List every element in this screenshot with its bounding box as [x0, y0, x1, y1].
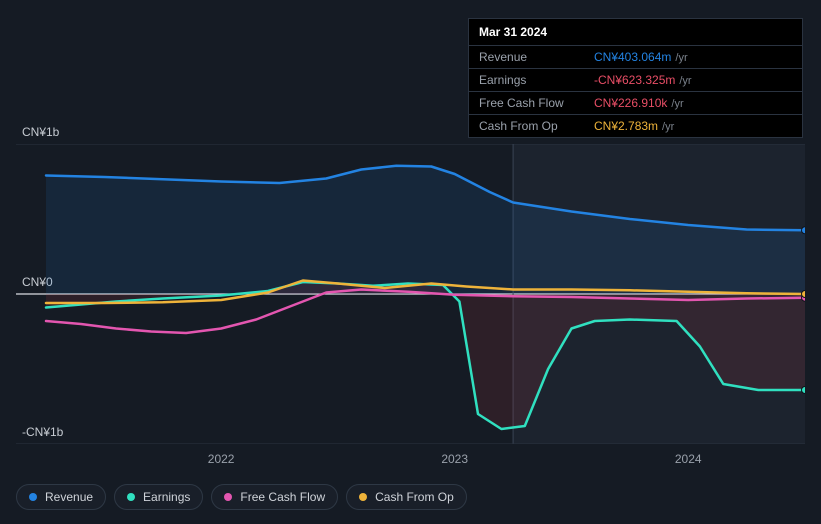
- tooltip-row-label: Cash From Op: [479, 119, 594, 133]
- x-tick-label: 2022: [208, 452, 235, 466]
- tooltip-row-value: CN¥2.783m: [594, 119, 658, 133]
- legend-item-label: Cash From Op: [375, 490, 454, 504]
- legend-item-cfop[interactable]: Cash From Op: [346, 484, 467, 510]
- tooltip-title: Mar 31 2024: [469, 19, 802, 45]
- tooltip-row-value: -CN¥623.325m: [594, 73, 675, 87]
- legend: Revenue Earnings Free Cash Flow Cash From O…: [16, 484, 467, 510]
- tooltip-row-value: CN¥226.910k: [594, 96, 667, 110]
- tooltip-row-label: Earnings: [479, 73, 594, 87]
- tooltip-row-label: Revenue: [479, 50, 594, 64]
- tooltip-row: RevenueCN¥403.064m/yr: [469, 45, 802, 68]
- tooltip-row-suffix: /yr: [671, 98, 683, 110]
- tooltip: Mar 31 2024 RevenueCN¥403.064m/yrEarning…: [468, 18, 803, 138]
- x-tick-label: 2023: [441, 452, 468, 466]
- legend-dot-icon: [127, 493, 135, 501]
- tooltip-row-suffix: /yr: [679, 75, 691, 87]
- legend-item-label: Earnings: [143, 490, 190, 504]
- x-tick-label: 2024: [675, 452, 702, 466]
- legend-item-revenue[interactable]: Revenue: [16, 484, 106, 510]
- x-axis: 2022 2023 2024: [16, 452, 805, 472]
- chart-svg: [16, 144, 805, 444]
- tooltip-row: Cash From OpCN¥2.783m/yr: [469, 114, 802, 137]
- tooltip-row: Earnings-CN¥623.325m/yr: [469, 68, 802, 91]
- chart-area[interactable]: [16, 144, 805, 444]
- legend-item-label: Free Cash Flow: [240, 490, 325, 504]
- tooltip-row-suffix: /yr: [675, 52, 687, 64]
- tooltip-row-suffix: /yr: [662, 121, 674, 133]
- y-tick-label: CN¥1b: [22, 125, 59, 139]
- tooltip-row: Free Cash FlowCN¥226.910k/yr: [469, 91, 802, 114]
- tooltip-row-label: Free Cash Flow: [479, 96, 594, 110]
- legend-item-fcf[interactable]: Free Cash Flow: [211, 484, 338, 510]
- tooltip-row-value: CN¥403.064m: [594, 50, 671, 64]
- legend-dot-icon: [359, 493, 367, 501]
- legend-dot-icon: [29, 493, 37, 501]
- legend-dot-icon: [224, 493, 232, 501]
- legend-item-label: Revenue: [45, 490, 93, 504]
- legend-item-earnings[interactable]: Earnings: [114, 484, 203, 510]
